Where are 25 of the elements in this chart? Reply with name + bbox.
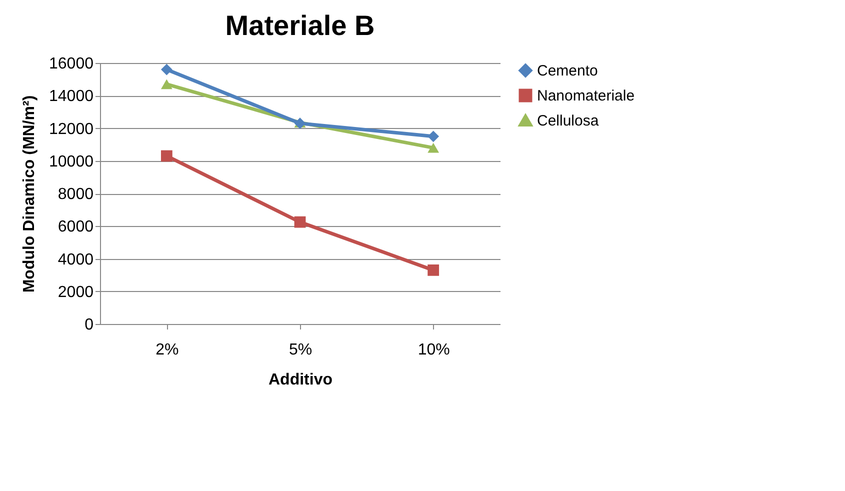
y-tick-label: 8000 — [58, 186, 94, 203]
x-axis-title: Additivo — [268, 372, 333, 388]
x-tick-label: 5% — [288, 342, 312, 358]
y-tick-label: 4000 — [58, 251, 94, 268]
x-tick-label: 10% — [418, 342, 450, 358]
legend-label: Nanomateriale — [537, 88, 635, 104]
y-tick-label: 16000 — [49, 56, 94, 72]
y-tick-label: 6000 — [58, 218, 94, 236]
point — [160, 64, 172, 76]
legend-label: Cemento — [537, 62, 598, 80]
y-tick-label: 14000 — [49, 88, 94, 106]
y-axis-title: Modulo Dinamico (MN/m²) — [21, 95, 38, 293]
legend-label: Cellulosa — [537, 112, 600, 130]
y-tick-label: 12000 — [49, 120, 94, 138]
point — [428, 142, 440, 153]
point — [428, 264, 440, 276]
point — [428, 130, 440, 142]
y-tick-label: 10000 — [49, 153, 94, 170]
y-tick-label: 0 — [84, 316, 94, 334]
point — [160, 79, 172, 90]
x-tick-label: 2% — [156, 342, 179, 358]
point — [294, 216, 306, 228]
y-tick-label: 2000 — [58, 284, 94, 301]
chart-title: Materiale B — [225, 10, 375, 41]
point — [160, 150, 172, 162]
